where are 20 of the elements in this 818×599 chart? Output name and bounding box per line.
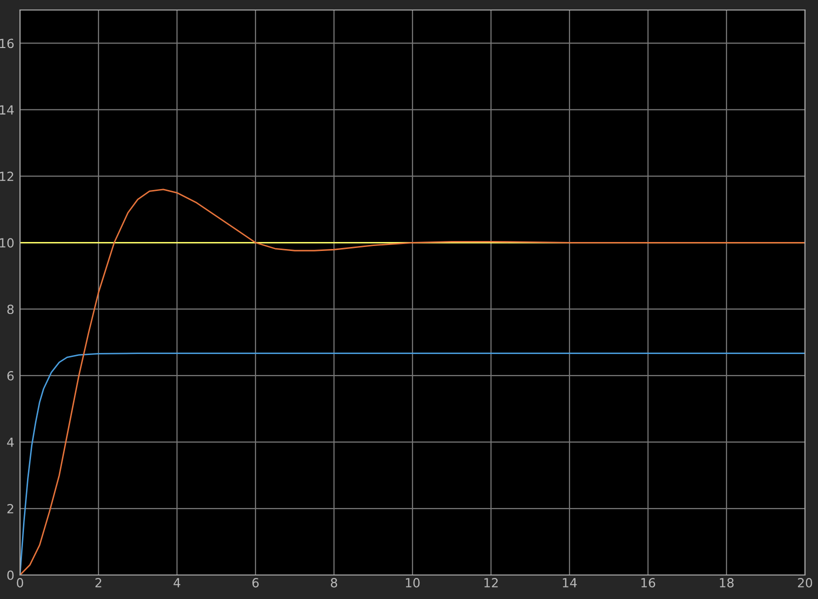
y-tick-label: 12 — [0, 172, 14, 181]
y-tick-label: 2 — [7, 504, 14, 514]
x-tick-label: 14 — [562, 578, 577, 588]
x-tick-label: 8 — [330, 578, 338, 588]
y-tick-label: 6 — [7, 371, 14, 381]
x-tick-label: 6 — [252, 578, 259, 588]
x-tick-label: 20 — [798, 578, 812, 588]
x-tick-label: 2 — [95, 578, 102, 588]
y-tick-label: 8 — [7, 304, 14, 314]
x-tick-label: 0 — [16, 578, 24, 588]
y-tick-label: 14 — [0, 105, 14, 114]
x-tick-label: 16 — [641, 578, 656, 588]
x-tick-label: 18 — [720, 578, 734, 588]
y-tick-label: 4 — [7, 438, 14, 447]
x-tick-label: 10 — [406, 578, 420, 588]
y-tick-label: 10 — [0, 238, 14, 248]
y-tick-label: 16 — [0, 38, 14, 48]
y-tick-label: 0 — [7, 570, 14, 580]
x-tick-label: 4 — [174, 578, 180, 588]
x-tick-label: 12 — [484, 578, 498, 588]
